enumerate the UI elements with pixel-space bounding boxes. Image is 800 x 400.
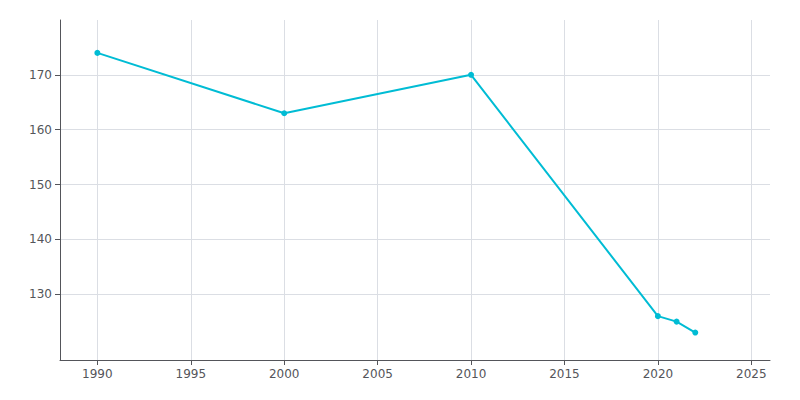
svg-text:2000: 2000	[269, 367, 300, 381]
svg-text:2025: 2025	[736, 367, 767, 381]
svg-text:160: 160	[29, 123, 52, 137]
svg-text:170: 170	[29, 68, 52, 82]
svg-text:2015: 2015	[549, 367, 580, 381]
svg-text:1990: 1990	[82, 367, 113, 381]
svg-text:130: 130	[29, 287, 52, 301]
svg-text:2020: 2020	[643, 367, 674, 381]
svg-text:1995: 1995	[176, 367, 207, 381]
svg-text:2005: 2005	[362, 367, 393, 381]
svg-text:150: 150	[29, 178, 52, 192]
svg-text:2010: 2010	[456, 367, 487, 381]
svg-text:140: 140	[29, 232, 52, 246]
